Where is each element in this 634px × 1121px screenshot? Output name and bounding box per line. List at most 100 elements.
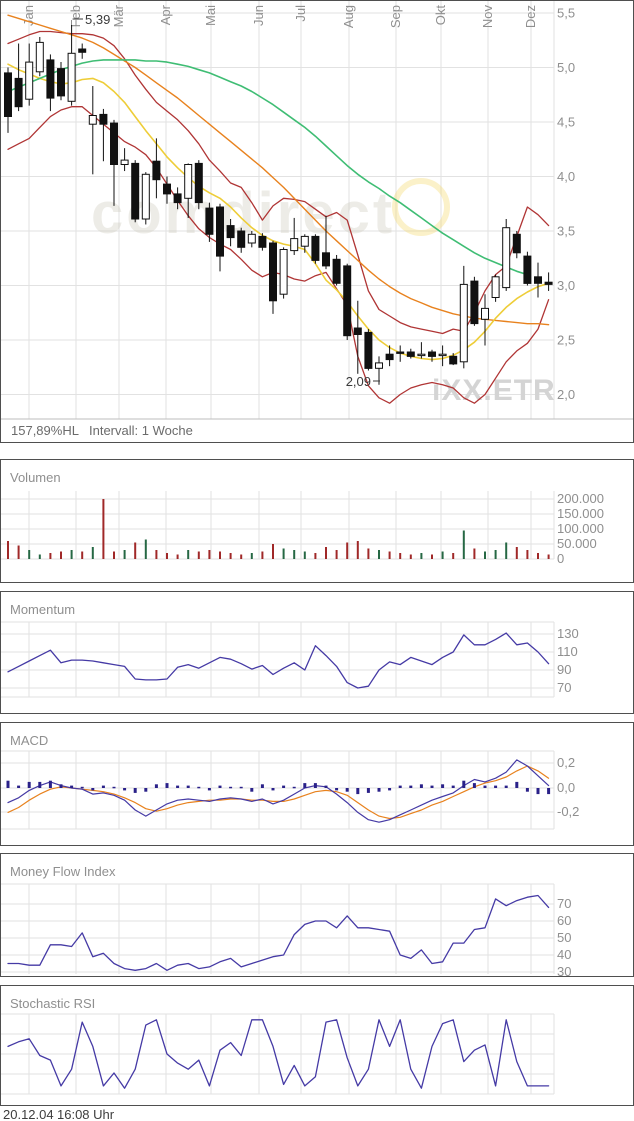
candle-body: [449, 355, 458, 365]
candle-body: [184, 164, 193, 199]
macd-histogram-bar: [197, 786, 201, 789]
macd-histogram-bar: [176, 785, 180, 788]
macd-histogram-bar: [6, 780, 10, 788]
volume-bar: [60, 551, 62, 559]
month-label: Jul: [293, 5, 308, 22]
month-label: Sep: [388, 5, 403, 28]
volume-bar: [462, 530, 465, 559]
macd-signal-line: [7, 765, 550, 820]
macd-histogram-bar: [366, 788, 370, 793]
candle-body: [375, 362, 383, 369]
candle-body: [512, 233, 521, 254]
volume-bar: [473, 548, 476, 559]
price-axis-label: 4,5: [557, 115, 575, 130]
macd-histogram-bar: [91, 788, 95, 791]
volume-bar: [378, 550, 380, 559]
candle-body: [14, 77, 23, 108]
candle-body: [322, 252, 330, 267]
volume-axis-label: 0: [557, 551, 564, 566]
candle-body: [88, 115, 97, 125]
month-label: Feb: [68, 5, 83, 27]
volume-bar: [335, 550, 338, 559]
volume-bar: [38, 554, 41, 559]
price-axis-label: 5,5: [557, 6, 575, 21]
volume-bar: [166, 553, 168, 559]
momentum-line: [7, 632, 550, 689]
macd-histogram-bar: [356, 788, 360, 795]
volume-bar: [7, 541, 9, 559]
bollinger-upper-line: [7, 30, 550, 335]
macd-histogram-bar: [388, 788, 392, 791]
macd-histogram-bar: [101, 785, 105, 788]
mfi-axis-label: 30: [557, 964, 571, 976]
candles: [4, 24, 553, 385]
macd-axis-label: 0,0: [557, 780, 575, 795]
macd-histogram-bar: [419, 784, 423, 788]
macd-histogram-bar: [398, 785, 402, 788]
volume-bar: [399, 553, 402, 559]
momentum-axis-label: 70: [557, 680, 571, 695]
volume-bar: [123, 550, 126, 559]
macd-histogram-bar: [59, 784, 63, 788]
candle-body: [459, 283, 468, 363]
macd-histogram-bar: [17, 785, 21, 788]
volume-bar: [219, 551, 221, 559]
price-axis-label: 3,0: [557, 278, 575, 293]
macd-histogram-bar: [324, 785, 328, 788]
stochastic-rsi-line: [7, 1019, 550, 1089]
volume-bar: [176, 554, 179, 559]
macd-histogram-bar: [123, 788, 127, 791]
volume-bar: [229, 553, 232, 559]
macd-histogram-bar: [472, 783, 476, 788]
momentum-axis-label: 110: [557, 644, 578, 659]
volume-bar: [547, 554, 550, 559]
macd-histogram-bar: [112, 786, 116, 789]
mfi-axis-label: 40: [557, 947, 571, 962]
candle-body: [152, 160, 161, 181]
volume-bar: [197, 551, 200, 559]
macd-histogram-bar: [536, 788, 540, 795]
macd-histogram-bar: [271, 788, 275, 791]
macd-histogram-bar: [335, 788, 339, 791]
macd-histogram-bar: [303, 783, 307, 788]
symbol-watermark: iXX.ETR: [432, 374, 556, 407]
month-label: Mär: [111, 4, 126, 27]
candle-body: [141, 173, 150, 220]
volume-bar: [144, 539, 147, 559]
panel-title-momentum: Momentum: [10, 602, 76, 617]
range-label: 157,89%HL: [11, 423, 79, 438]
month-label: Okt: [433, 5, 448, 26]
volume-bar: [526, 550, 529, 559]
volume-bar: [250, 553, 253, 559]
volume-bar: [49, 553, 52, 559]
macd-histogram-bar: [451, 785, 455, 788]
candle-body: [438, 353, 447, 357]
candle-body: [258, 235, 267, 248]
volume-bar: [494, 550, 497, 559]
macd-histogram-bar: [133, 788, 137, 793]
candle-body: [110, 122, 118, 165]
macd-histogram-bar: [483, 785, 487, 788]
macd-histogram-bar: [154, 784, 158, 788]
macd-histogram-bar: [27, 781, 31, 788]
volume-bar: [272, 544, 274, 559]
volume-bar: [91, 547, 94, 559]
ma-100-line: [7, 14, 550, 326]
price-panel: 5,5 5,0 4,5 4,0 3,5 3,0 2,5 2,0 Jan Feb Mär Apr Mai J…: [0, 0, 634, 443]
macd-histogram-bar: [515, 781, 519, 788]
candle-body: [35, 41, 44, 73]
candle-body: [502, 227, 511, 289]
macd-histogram-bar: [260, 784, 264, 788]
volume-bar: [17, 545, 20, 559]
candle-body: [173, 193, 182, 204]
mfi-chart-svg: 70 60 50 40 30: [1, 883, 571, 976]
candle-body: [99, 113, 108, 125]
stochastic-rsi-chart-svg: [1, 1013, 555, 1095]
candle-body: [385, 353, 394, 361]
candle-body: [67, 52, 76, 102]
status-time: 16:08 Uhr: [57, 1107, 115, 1121]
candle-body: [269, 242, 277, 302]
candle-body: [417, 353, 426, 357]
volume-bar: [81, 551, 84, 559]
